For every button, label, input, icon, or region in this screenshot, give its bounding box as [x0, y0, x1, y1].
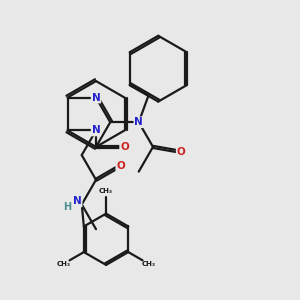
Text: N: N: [92, 125, 100, 136]
Text: CH₃: CH₃: [99, 188, 113, 194]
Text: N: N: [73, 196, 82, 206]
Text: H: H: [63, 202, 71, 212]
Text: O: O: [116, 160, 125, 171]
Text: CH₃: CH₃: [57, 261, 71, 267]
Text: N: N: [92, 92, 100, 103]
Text: O: O: [120, 142, 129, 152]
Text: CH₃: CH₃: [141, 261, 155, 267]
Text: O: O: [177, 147, 185, 157]
Text: N: N: [134, 117, 143, 127]
